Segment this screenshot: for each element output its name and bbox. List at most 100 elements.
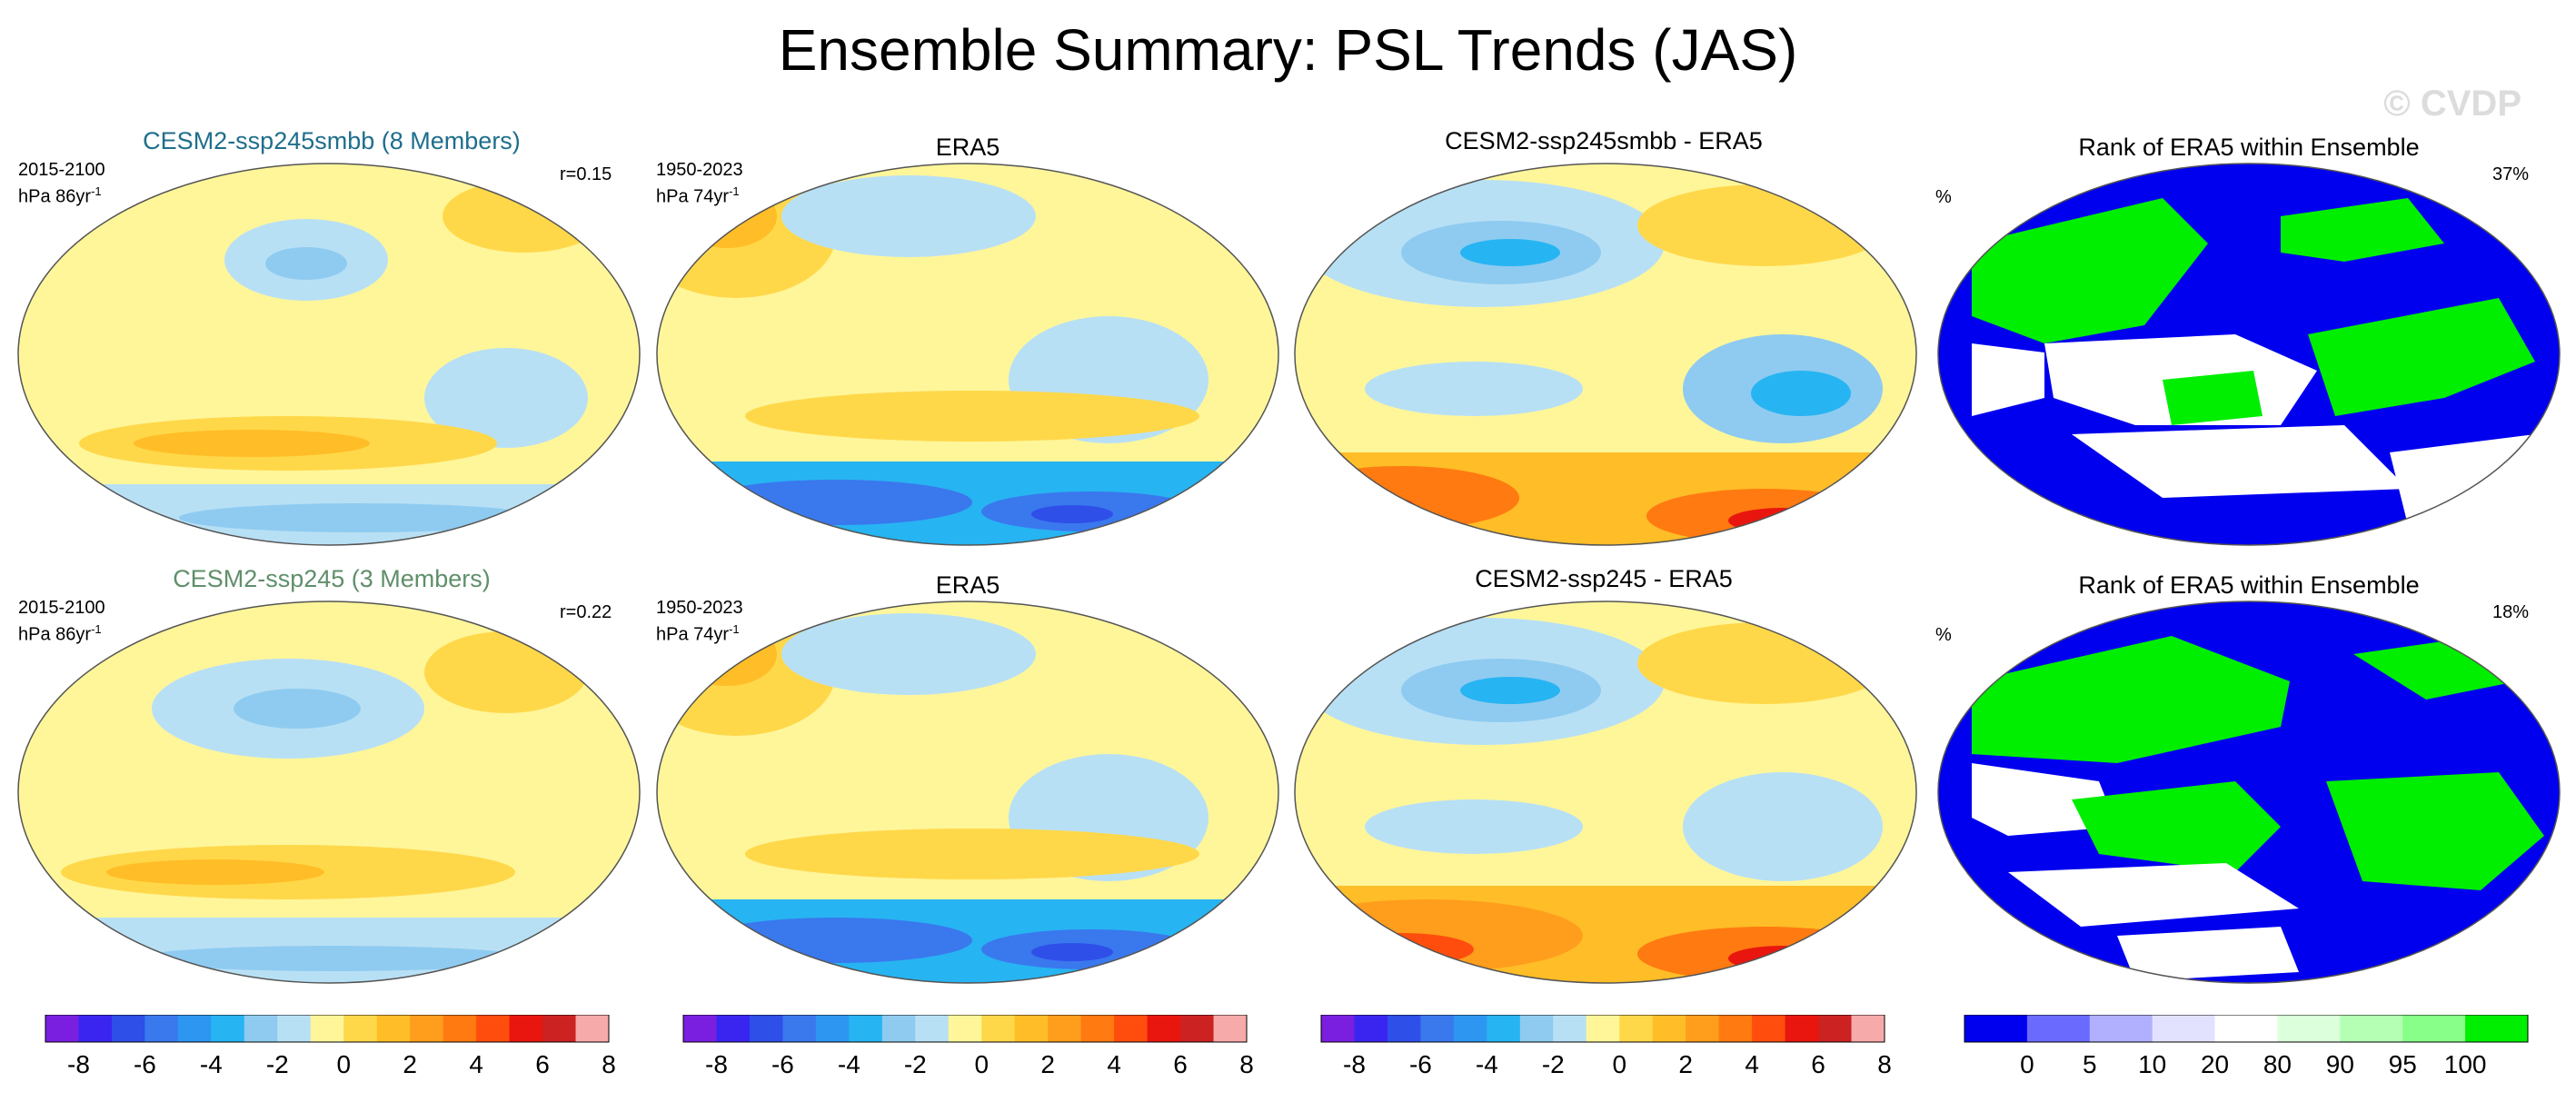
colorbar-tick-label: 90	[2326, 1050, 2354, 1078]
rank-percent-row1: 37%	[2492, 164, 2530, 184]
colorbar-tick-label: -2	[1542, 1050, 1565, 1078]
colorbar-swatch	[1964, 1015, 2028, 1042]
colorbar-swatch	[45, 1015, 79, 1042]
colorbar-swatch	[2152, 1015, 2216, 1042]
rank-title-row1: Rank of ERA5 within Ensemble	[2078, 134, 2420, 161]
colorbar-swatch	[1652, 1015, 1686, 1042]
model-units-row1: hPa 86yr-1	[18, 184, 102, 207]
colorbar-tick-label: -2	[904, 1050, 927, 1078]
model-title-row1: CESM2-ssp245smbb (8 Members)	[143, 127, 521, 154]
colorbar-tick-label: 8	[1239, 1050, 1254, 1078]
map-rank-row1	[1937, 163, 2561, 546]
colorbar-swatch	[111, 1015, 145, 1042]
colorbar-tick-label: 2	[403, 1050, 417, 1078]
map-rank-row2	[1937, 601, 2561, 984]
colorbar-tick-label: 100	[2444, 1050, 2487, 1078]
colorbar-swatch	[1686, 1015, 1720, 1042]
colorbar-swatch	[1752, 1015, 1786, 1042]
colorbar-swatch	[343, 1015, 378, 1042]
map-model-trend-row1	[17, 163, 641, 546]
colorbar-swatch	[310, 1015, 344, 1042]
colorbar-tick-label: 8	[602, 1050, 616, 1078]
colorbar-swatch	[849, 1015, 883, 1042]
colorbar-swatch	[211, 1015, 245, 1042]
colorbar-border	[45, 1015, 610, 1043]
obs-years-row1: 1950-2023	[656, 160, 743, 180]
model-correlation-row1: r=0.15	[560, 164, 612, 184]
colorbar-swatch	[542, 1015, 577, 1042]
colorbar-border	[1964, 1015, 2529, 1043]
colorbar-swatch	[782, 1015, 817, 1042]
model-units-row2: hPa 86yr-1	[18, 622, 102, 645]
colorbar-tick-label: 4	[1745, 1050, 1759, 1078]
watermark: © CVDP	[2383, 84, 2521, 124]
map-model-trend-row2	[17, 601, 641, 984]
colorbar-tick-label: 6	[1173, 1050, 1188, 1078]
colorbar-swatch	[2402, 1015, 2466, 1042]
colorbar-swatch	[78, 1015, 113, 1042]
colorbar-tick-label: 5	[2083, 1050, 2097, 1078]
colorbar-swatch	[1213, 1015, 1248, 1042]
map-obs-trend-row1	[656, 163, 1279, 546]
colorbar-diff-trend: -8 -6 -4 -2 0 2 4 6 8	[1320, 1015, 1892, 1078]
colorbar-swatch	[2026, 1015, 2091, 1042]
obs-years-row2: 1950-2023	[656, 598, 743, 618]
colorbar-tick-label: -8	[67, 1050, 90, 1078]
colorbar-tick-label: 6	[535, 1050, 550, 1078]
colorbar-tick-label: 95	[2389, 1050, 2417, 1078]
map-diff-trend-row1	[1294, 163, 1917, 546]
colorbar-tick-label: -6	[1409, 1050, 1432, 1078]
colorbar-tick-label: -2	[266, 1050, 289, 1078]
colorbar-tick-label: 2	[1040, 1050, 1055, 1078]
colorbar-swatch	[277, 1015, 312, 1042]
colorbar-swatch	[443, 1015, 477, 1042]
colorbar-swatch	[1586, 1015, 1620, 1042]
colorbar-swatch	[2089, 1015, 2153, 1042]
colorbar-swatch	[1785, 1015, 1819, 1042]
map-obs-trend-row2	[656, 601, 1279, 984]
colorbar-swatch	[2340, 1015, 2403, 1042]
colorbar-swatch	[1453, 1015, 1487, 1042]
colorbar-swatch	[1114, 1015, 1149, 1042]
colorbar-swatch	[1180, 1015, 1215, 1042]
obs-units-row1: hPa 74yr-1	[656, 184, 740, 207]
colorbar-swatch	[509, 1015, 543, 1042]
colorbar-swatch	[1851, 1015, 1885, 1042]
colorbar-swatch	[683, 1015, 717, 1042]
colorbar-tick-label: -8	[1343, 1050, 1366, 1078]
obs-title-row1: ERA5	[935, 134, 1000, 161]
colorbar-tick-label: 4	[1107, 1050, 1121, 1078]
obs-title-row2: ERA5	[935, 571, 1000, 599]
colorbar-border	[1320, 1015, 1885, 1043]
colorbar-swatch	[881, 1015, 916, 1042]
colorbar-swatch	[1014, 1015, 1049, 1042]
colorbar-swatch	[1519, 1015, 1554, 1042]
colorbar-tick-label: -6	[134, 1050, 156, 1078]
colorbar-tick-label: 6	[1811, 1050, 1825, 1078]
colorbar-swatch	[1387, 1015, 1421, 1042]
colorbar-tick-label: 0	[336, 1050, 351, 1078]
rank-title-row2: Rank of ERA5 within Ensemble	[2078, 571, 2420, 599]
colorbar-swatch	[716, 1015, 751, 1042]
colorbar-swatch	[815, 1015, 850, 1042]
colorbar-swatch	[1487, 1015, 1521, 1042]
colorbar-swatch	[1080, 1015, 1115, 1042]
rank-unit-row1: %	[1935, 187, 1952, 207]
colorbar-tick-label: 4	[469, 1050, 483, 1078]
colorbar-swatch	[2214, 1015, 2278, 1042]
colorbar-tick-label: 20	[2201, 1050, 2229, 1078]
colorbar-swatch	[1619, 1015, 1654, 1042]
colorbar-swatch	[144, 1015, 179, 1042]
colorbar-swatch	[2465, 1015, 2529, 1042]
colorbar-swatch	[244, 1015, 278, 1042]
colorbar-swatch	[948, 1015, 982, 1042]
colorbar-swatch	[1553, 1015, 1587, 1042]
colorbar-swatch	[1718, 1015, 1753, 1042]
colorbar-tick-label: 0	[974, 1050, 989, 1078]
colorbar-tick-label: -4	[838, 1050, 860, 1078]
diff-title-row1: CESM2-ssp245smbb - ERA5	[1445, 127, 1763, 154]
colorbar-tick-label: -8	[705, 1050, 728, 1078]
colorbar-tick-label: 80	[2263, 1050, 2292, 1078]
rank-unit-row2: %	[1935, 625, 1952, 645]
colorbar-swatch	[1420, 1015, 1455, 1042]
